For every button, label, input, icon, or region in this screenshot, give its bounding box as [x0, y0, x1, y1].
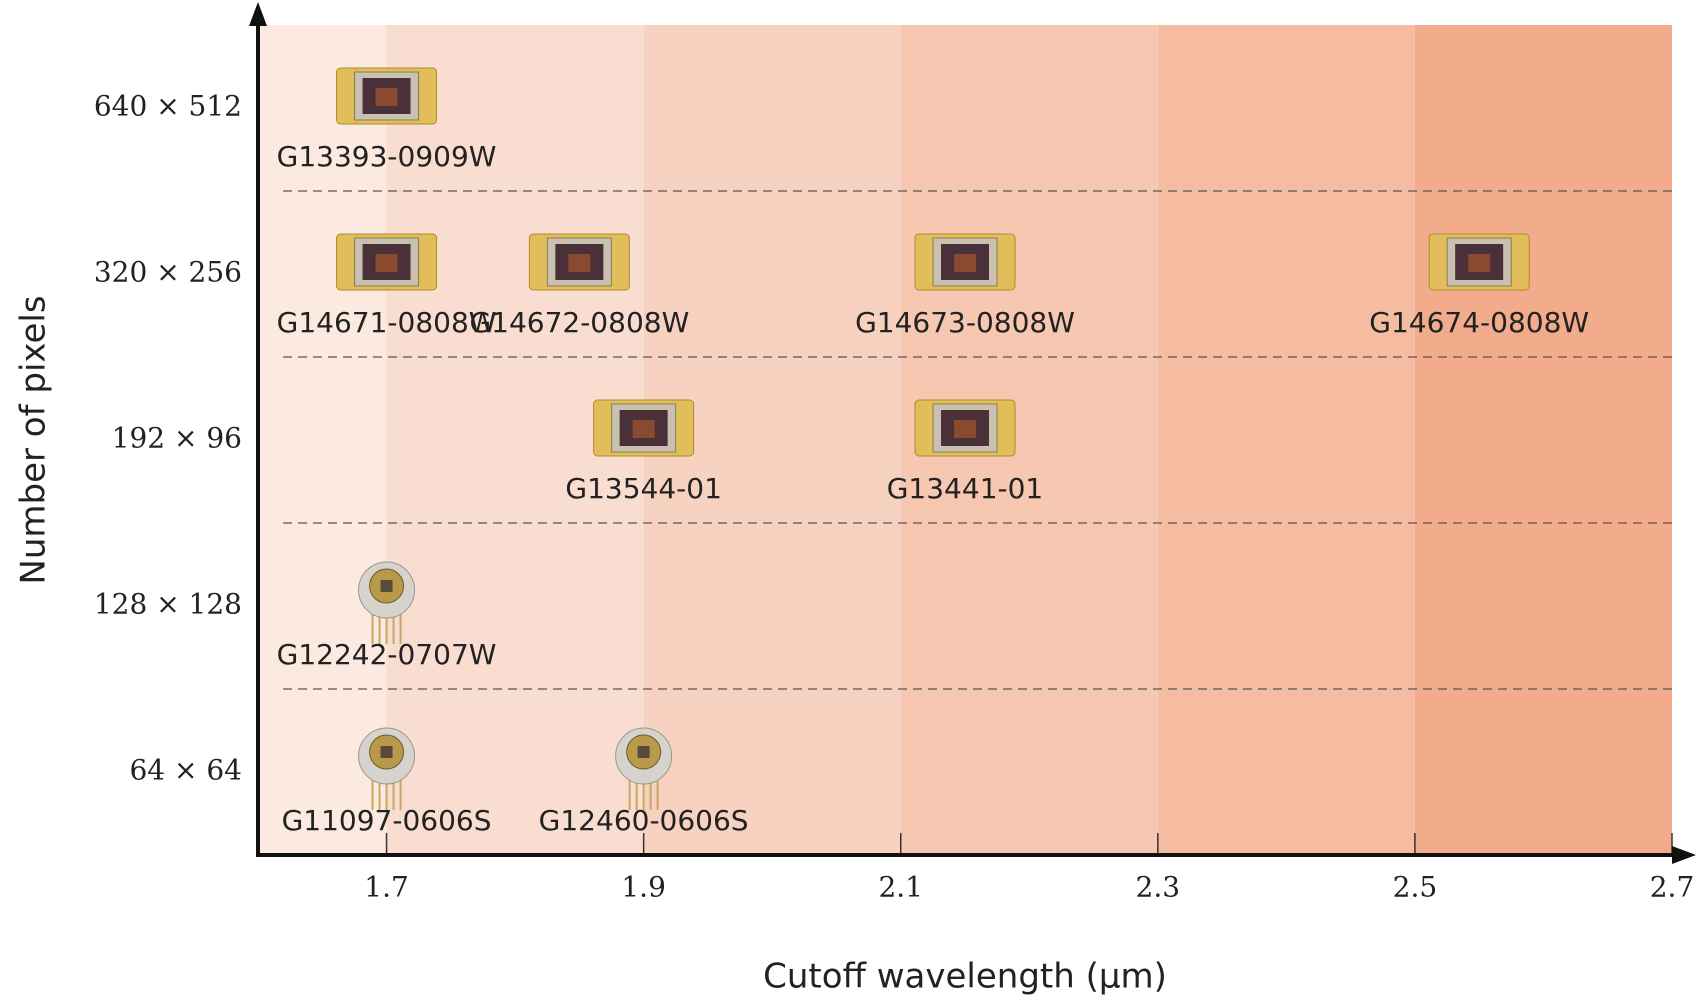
- y-axis-arrow: [249, 2, 267, 26]
- sensor-chip: [633, 420, 655, 438]
- y-tick-label: 128 × 128: [94, 588, 242, 621]
- sensor-product: [337, 68, 437, 124]
- sensor-product: [1429, 234, 1529, 290]
- chart: Cutoff wavelength (μm) Number of pixels …: [0, 0, 1700, 1000]
- sensor-product: [594, 400, 694, 456]
- x-axis-arrow: [1672, 846, 1696, 864]
- product-label: G14672-0808W: [469, 306, 689, 339]
- product-label: G12242-0707W: [277, 638, 497, 671]
- product-label: G12460-0606S: [539, 804, 749, 837]
- y-tick-label: 64 × 64: [129, 754, 242, 787]
- sensor-chip: [638, 746, 650, 758]
- y-axis-title: Number of pixels: [14, 295, 54, 584]
- sensor-chip: [1468, 254, 1490, 272]
- sensor-chip: [381, 580, 393, 592]
- x-tick-label: 2.1: [878, 871, 923, 904]
- wavelength-band: [1415, 25, 1672, 855]
- x-tick-label: 1.9: [621, 871, 666, 904]
- x-tick-label: 2.3: [1136, 871, 1181, 904]
- x-tick-label: 2.7: [1650, 871, 1695, 904]
- sensor-chip: [376, 254, 398, 272]
- sensor-product: [915, 234, 1015, 290]
- wavelength-band: [1158, 25, 1415, 855]
- y-tick-label: 320 × 256: [94, 256, 242, 289]
- product-label: G14674-0808W: [1369, 306, 1589, 339]
- product-label: G14671-0808W: [277, 306, 497, 339]
- sensor-product: [915, 400, 1015, 456]
- x-tick-label: 2.5: [1393, 871, 1438, 904]
- product-label: G11097-0606S: [282, 804, 492, 837]
- product-label: G13441-01: [887, 472, 1044, 505]
- sensor-chip: [376, 88, 398, 106]
- sensor-chip: [954, 254, 976, 272]
- sensor-product: [337, 234, 437, 290]
- sensor-chip: [381, 746, 393, 758]
- y-tick-label: 640 × 512: [94, 90, 242, 123]
- product-label: G13393-0909W: [277, 140, 497, 173]
- y-tick-label: 192 × 96: [112, 422, 242, 455]
- sensor-chip: [568, 254, 590, 272]
- product-label: G13544-01: [565, 472, 722, 505]
- product-label: G14673-0808W: [855, 306, 1075, 339]
- x-tick-label: 1.7: [364, 871, 409, 904]
- sensor-chip: [954, 420, 976, 438]
- x-axis-title: Cutoff wavelength (μm): [763, 957, 1167, 997]
- sensor-product: [529, 234, 629, 290]
